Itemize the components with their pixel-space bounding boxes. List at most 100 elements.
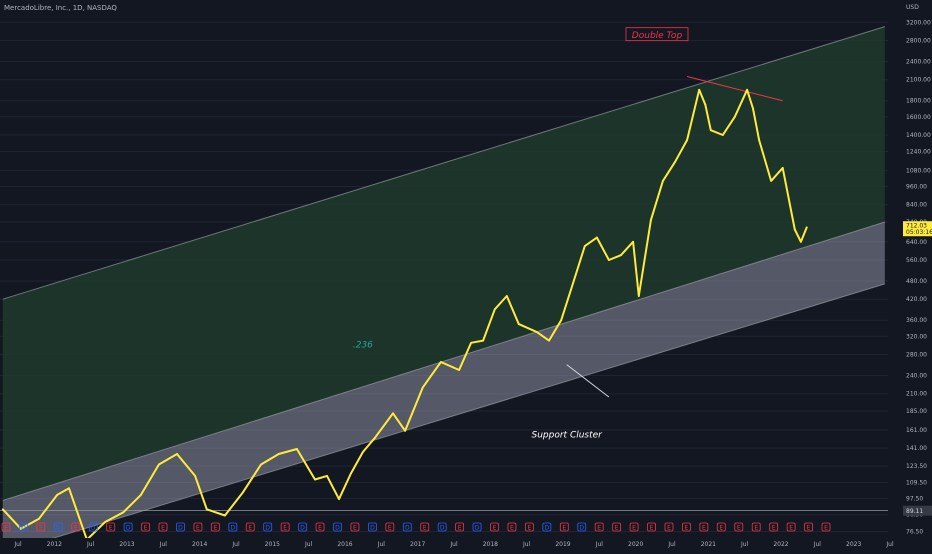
marker-label: D <box>265 525 270 532</box>
earnings-marker[interactable]: E <box>245 522 255 532</box>
dividend-marker[interactable]: D <box>19 522 28 532</box>
earnings-marker[interactable]: E <box>193 522 203 532</box>
earnings-marker[interactable]: E <box>786 522 796 532</box>
channel-lower-line[interactable] <box>2 283 885 554</box>
dividend-marker[interactable]: D <box>402 522 412 532</box>
marker-box <box>263 522 273 532</box>
y-tick-label: 420.00 <box>906 296 927 303</box>
dividend-marker[interactable]: D <box>123 522 133 532</box>
earnings-marker[interactable]: E <box>141 522 150 532</box>
price-point <box>338 498 340 500</box>
earnings-marker[interactable]: E <box>525 522 534 532</box>
earnings-marker[interactable]: E <box>71 522 81 532</box>
annotation-236[interactable]: .236 <box>353 341 373 351</box>
earnings-marker[interactable]: E <box>106 522 116 532</box>
earnings-marker[interactable]: E <box>629 522 639 532</box>
earnings-marker[interactable]: E <box>594 522 604 532</box>
channel-middle-line[interactable] <box>2 221 885 501</box>
x-tick-label: Jul <box>522 541 531 548</box>
price-channel[interactable] <box>2 26 885 554</box>
price-point <box>704 103 707 106</box>
x-axis[interactable]: Jul 2012 Jul 2013 Jul 2014 Jul 2015 Jul 2016 Jul 20… <box>0 538 932 552</box>
earnings-marker[interactable]: E <box>455 522 465 532</box>
marker-label: E <box>74 525 78 532</box>
price-series[interactable] <box>1 88 808 541</box>
earnings-marker[interactable]: E <box>751 522 761 532</box>
marker-label: D <box>545 525 550 532</box>
marker-label: D <box>178 525 183 532</box>
trend-line-1[interactable] <box>566 364 610 398</box>
marker-label: E <box>772 525 776 532</box>
x-tick-label: 2021 <box>701 541 716 548</box>
earnings-marker[interactable]: E <box>804 522 813 532</box>
earnings-marker[interactable]: E <box>490 522 499 532</box>
annotation-double-top[interactable]: Double Top <box>632 31 683 41</box>
earnings-marker[interactable]: E <box>1 522 11 532</box>
channel-lower-zone[interactable] <box>2 221 885 554</box>
earnings-marker[interactable]: E <box>647 522 656 532</box>
marker-label: E <box>510 525 514 532</box>
earnings-marker[interactable]: E <box>315 522 325 532</box>
earnings-marker[interactable]: E <box>612 522 622 532</box>
earnings-marker[interactable]: E <box>420 522 430 532</box>
dividend-marker[interactable]: D <box>367 522 377 532</box>
price-point <box>440 361 442 363</box>
annotations[interactable]: Double Top .236 Support Cluster <box>353 27 689 441</box>
y-tick-label: 320.00 <box>906 333 927 340</box>
y-tick-label: 141.00 <box>906 445 927 452</box>
y-tick-label: 1080.00 <box>906 167 931 174</box>
price-point <box>314 478 316 481</box>
earnings-marker[interactable]: E <box>280 522 290 532</box>
dividend-marker[interactable]: D <box>577 522 587 532</box>
earnings-marker[interactable]: E <box>385 522 395 532</box>
earnings-marker[interactable]: E <box>769 522 779 532</box>
dividend-marker[interactable]: D <box>88 522 98 532</box>
dividend-marker[interactable]: D <box>53 522 63 532</box>
dividend-marker[interactable]: D <box>437 522 447 532</box>
dividend-marker[interactable]: D <box>263 522 273 532</box>
earnings-marker[interactable]: E <box>210 522 220 532</box>
annotation-support-cluster[interactable]: Support Cluster <box>532 431 604 441</box>
marker-label: E <box>353 525 357 532</box>
earnings-marker[interactable]: E <box>158 522 168 532</box>
y-tick-label: 2400.00 <box>906 58 931 65</box>
earnings-marker[interactable]: E <box>699 522 709 532</box>
earnings-marker[interactable]: E <box>734 522 744 532</box>
last-price-label: 712.03 <box>906 223 927 230</box>
dividend-marker[interactable]: D <box>298 522 307 532</box>
marker-label: E <box>789 525 793 532</box>
price-point <box>752 107 754 110</box>
x-tick-label: 2020 <box>628 541 643 548</box>
trend-line-0[interactable] <box>687 76 783 102</box>
dividend-marker[interactable]: D <box>228 522 238 532</box>
earnings-marker[interactable]: E <box>559 522 569 532</box>
earnings-marker[interactable]: E <box>716 522 726 532</box>
marker-label: D <box>475 525 480 532</box>
dividend-marker[interactable]: D <box>472 522 482 532</box>
earnings-marker[interactable]: E <box>664 522 674 532</box>
earnings-marker[interactable]: E <box>507 522 517 532</box>
earnings-marker[interactable]: E <box>682 522 691 532</box>
marker-box <box>716 522 726 532</box>
y-axis[interactable]: USD 3200.00 2800.00 2400.00 2100.00 1800.00 16… <box>888 0 932 550</box>
marker-box <box>402 522 412 532</box>
earnings-marker[interactable]: E <box>350 522 360 532</box>
dividend-marker[interactable]: D <box>542 522 552 532</box>
y-tick-label: 280.00 <box>906 352 927 359</box>
trend-lines[interactable] <box>566 76 783 398</box>
channel-upper-line[interactable] <box>2 26 885 300</box>
marker-box <box>821 522 831 532</box>
earnings-marker[interactable]: E <box>821 522 831 532</box>
marker-box <box>53 522 63 532</box>
marker-label: E <box>161 525 165 532</box>
earnings-marker[interactable]: E <box>36 522 46 532</box>
channel-upper-zone[interactable] <box>2 26 885 501</box>
dividend-marker[interactable]: D <box>333 522 342 532</box>
dividend-marker[interactable]: D <box>176 522 185 532</box>
price-point <box>758 139 760 141</box>
marker-box <box>141 522 150 532</box>
x-tick-label: 2017 <box>410 541 425 548</box>
